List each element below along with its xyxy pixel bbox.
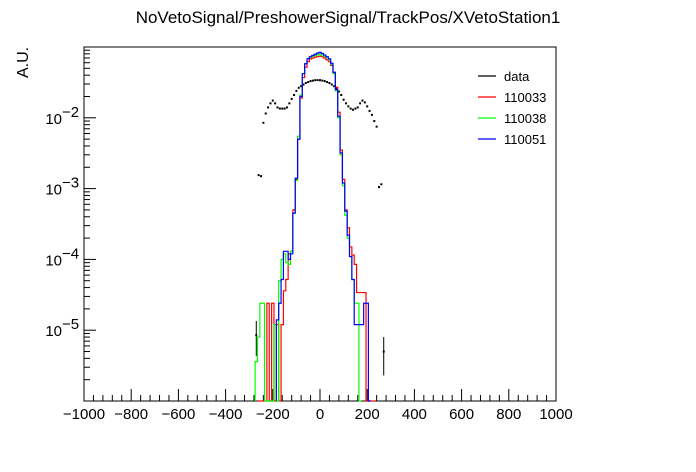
data-point [380,183,383,186]
legend-entry-110051: 110051 [504,132,546,147]
data-point [359,102,362,105]
legend-entry-data: data [504,69,530,84]
data-point [307,81,310,84]
data-point [304,82,307,85]
data-point [276,106,279,109]
legend: data 110033 110038 110051 [478,69,546,147]
x-axis: −1000 −800 −600 −400 −200 0 200 400 600 800 1000 [63,389,573,423]
data-point [326,81,329,84]
y-tick-label: 10 [45,252,62,269]
x-tick-label: −400 [209,406,243,423]
data-point [316,79,319,82]
data-point [267,106,270,109]
y-tick-label: 10 [45,111,62,128]
data-point [311,79,314,82]
plot-frame [83,46,557,402]
data-point [323,80,326,83]
y-axis-label: A.U. [15,47,32,78]
data-point [378,186,380,189]
data-point [340,93,343,96]
data-point [262,121,265,124]
x-tick-label: −800 [114,406,148,423]
data-point [297,86,300,89]
data-point [361,99,364,102]
data-point [302,83,305,86]
data-point [293,93,296,96]
y-tick-label: 10 [45,323,62,340]
data-point [382,350,385,353]
data-point [368,109,371,112]
data-point [295,89,298,92]
x-tick-label: 800 [496,406,521,423]
data-point [344,102,347,105]
data-point [255,334,258,337]
data-point [354,107,357,110]
data-point [314,79,317,82]
data-point [274,102,277,105]
data-point [281,107,284,110]
data-point [347,105,350,108]
y-axis: 10−510−410−310−2 [45,49,96,402]
data-point [335,87,338,90]
data-point [264,112,267,115]
data-point [269,102,272,105]
data-point [356,106,359,109]
data-point [319,79,321,82]
data-point [257,174,260,177]
data-point [363,101,366,104]
data-point [337,90,340,93]
data-point [328,82,331,85]
data-point [260,175,262,178]
y-tick-exponent: −2 [62,104,79,121]
data-point [300,85,303,88]
data-point [333,85,336,88]
y-tick-exponent: −4 [62,245,79,262]
data-point [330,83,333,86]
data-point [288,102,291,105]
x-tick-label: −1000 [63,406,105,423]
y-tick-exponent: −3 [62,175,79,192]
data-point [342,98,345,101]
data-point [309,80,312,83]
x-tick-label: −600 [162,406,196,423]
data-point [290,97,293,100]
x-tick-label: 400 [402,406,427,423]
data-point [373,120,376,123]
data-point [321,79,324,82]
x-tick-label: −200 [256,406,290,423]
series-110051-line [275,51,371,402]
x-tick-label: 0 [316,406,324,423]
chart-title: NoVetoSignal/PreshowerSignal/TrackPos/XV… [136,8,561,27]
data-point [375,125,378,128]
series-layer [254,51,385,402]
y-tick-exponent: −5 [62,316,79,333]
data-point [278,107,281,110]
x-tick-label: 1000 [539,406,572,423]
data-point [271,99,274,102]
legend-entry-110033: 110033 [504,90,546,105]
data-point [366,105,369,108]
data-point [370,113,373,116]
x-tick-label: 200 [355,406,380,423]
y-tick-label: 10 [45,182,62,199]
data-point [352,108,355,111]
data-point [283,107,286,110]
x-tick-label: 600 [449,406,474,423]
legend-entry-110038: 110038 [504,111,546,126]
data-point [285,106,288,109]
data-point [349,107,352,110]
